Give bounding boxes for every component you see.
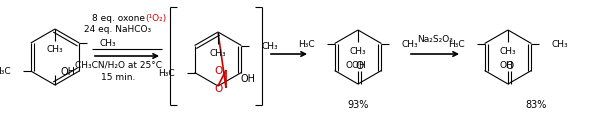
Text: (¹O₂): (¹O₂) xyxy=(145,13,167,22)
Text: H₃C: H₃C xyxy=(448,40,464,49)
Text: CH₃: CH₃ xyxy=(47,45,64,54)
Text: O: O xyxy=(505,60,513,70)
Text: CH₃: CH₃ xyxy=(350,46,367,55)
Text: O: O xyxy=(214,83,222,93)
Text: CH₃: CH₃ xyxy=(262,42,278,51)
Text: OH: OH xyxy=(240,73,255,83)
Text: CH₃: CH₃ xyxy=(500,46,517,55)
Text: O: O xyxy=(214,65,222,75)
Text: 15 min.: 15 min. xyxy=(101,73,135,82)
Text: CH₃CN/H₂O at 25°C: CH₃CN/H₂O at 25°C xyxy=(74,60,161,69)
Text: CH₃: CH₃ xyxy=(551,40,568,49)
Text: OOH: OOH xyxy=(346,60,367,69)
Text: H₃C: H₃C xyxy=(0,67,11,76)
Text: CH₃: CH₃ xyxy=(99,39,116,48)
Text: Na₂S₂O₃: Na₂S₂O₃ xyxy=(417,35,453,44)
Text: OH: OH xyxy=(499,60,513,69)
Text: O: O xyxy=(355,60,363,70)
Text: H₃C: H₃C xyxy=(158,68,175,77)
Text: CH₃: CH₃ xyxy=(401,40,418,49)
Text: H₃C: H₃C xyxy=(298,40,314,49)
Text: 93%: 93% xyxy=(347,99,368,109)
Text: OH: OH xyxy=(60,66,75,76)
Text: 24 eq. NaHCO₃: 24 eq. NaHCO₃ xyxy=(85,25,152,34)
Text: 8 eq. oxone: 8 eq. oxone xyxy=(92,13,145,22)
Text: 83%: 83% xyxy=(526,99,547,109)
Text: CH₃: CH₃ xyxy=(209,49,226,58)
